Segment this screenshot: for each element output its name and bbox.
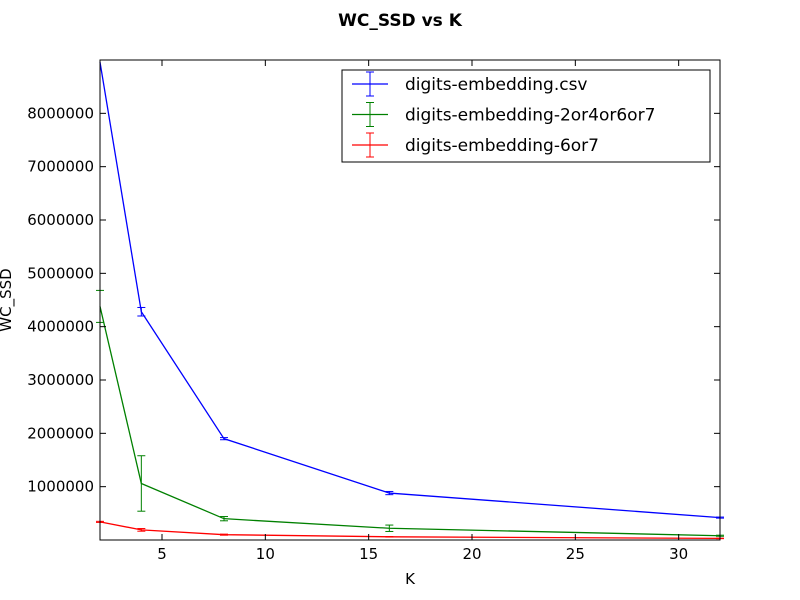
x-tick-label: 15 (359, 545, 378, 563)
chart-title: WC_SSD vs K (338, 11, 463, 31)
y-tick-label: 1000000 (27, 478, 94, 496)
plot-frame (99, 59, 721, 541)
x-tick-label: 5 (157, 545, 167, 563)
y-tick-label: 2000000 (27, 424, 94, 442)
legend-entry: digits-embedding.csv (352, 71, 588, 97)
y-tick-label: 4000000 (27, 318, 94, 336)
y-axis-label: WC_SSD (0, 268, 16, 331)
legend-label: digits-embedding-6or7 (405, 136, 599, 156)
x-tick-label: 10 (256, 545, 275, 563)
legend: digits-embedding.csv digits-embedding-2or… (341, 69, 711, 163)
series-line (99, 306, 721, 537)
x-axis-label: K (405, 570, 416, 588)
y-tick-label: 3000000 (27, 371, 94, 389)
legend-entry: digits-embedding-2or4or6or7 (352, 102, 655, 127)
x-tick-label: 25 (566, 545, 585, 563)
legend-frame (341, 69, 711, 163)
x-tick-label: 20 (462, 545, 481, 563)
y-tick-label: 5000000 (27, 264, 94, 282)
y-tick-label: 8000000 (27, 104, 94, 122)
series-2 (96, 520, 724, 540)
legend-label: digits-embedding-2or4or6or7 (405, 106, 655, 126)
y-tick-label: 6000000 (27, 211, 94, 229)
series-line (99, 521, 721, 540)
series-1 (96, 289, 724, 537)
legend-label: digits-embedding.csv (405, 75, 588, 95)
legend-entry: digits-embedding-6or7 (352, 132, 599, 158)
x-tick-label: 30 (669, 545, 688, 563)
y-tick-label: 7000000 (27, 158, 94, 176)
axis-ticks: 5 10 15 20 25 30 1000000 2000000 3000000 4000000 5… (27, 60, 720, 563)
